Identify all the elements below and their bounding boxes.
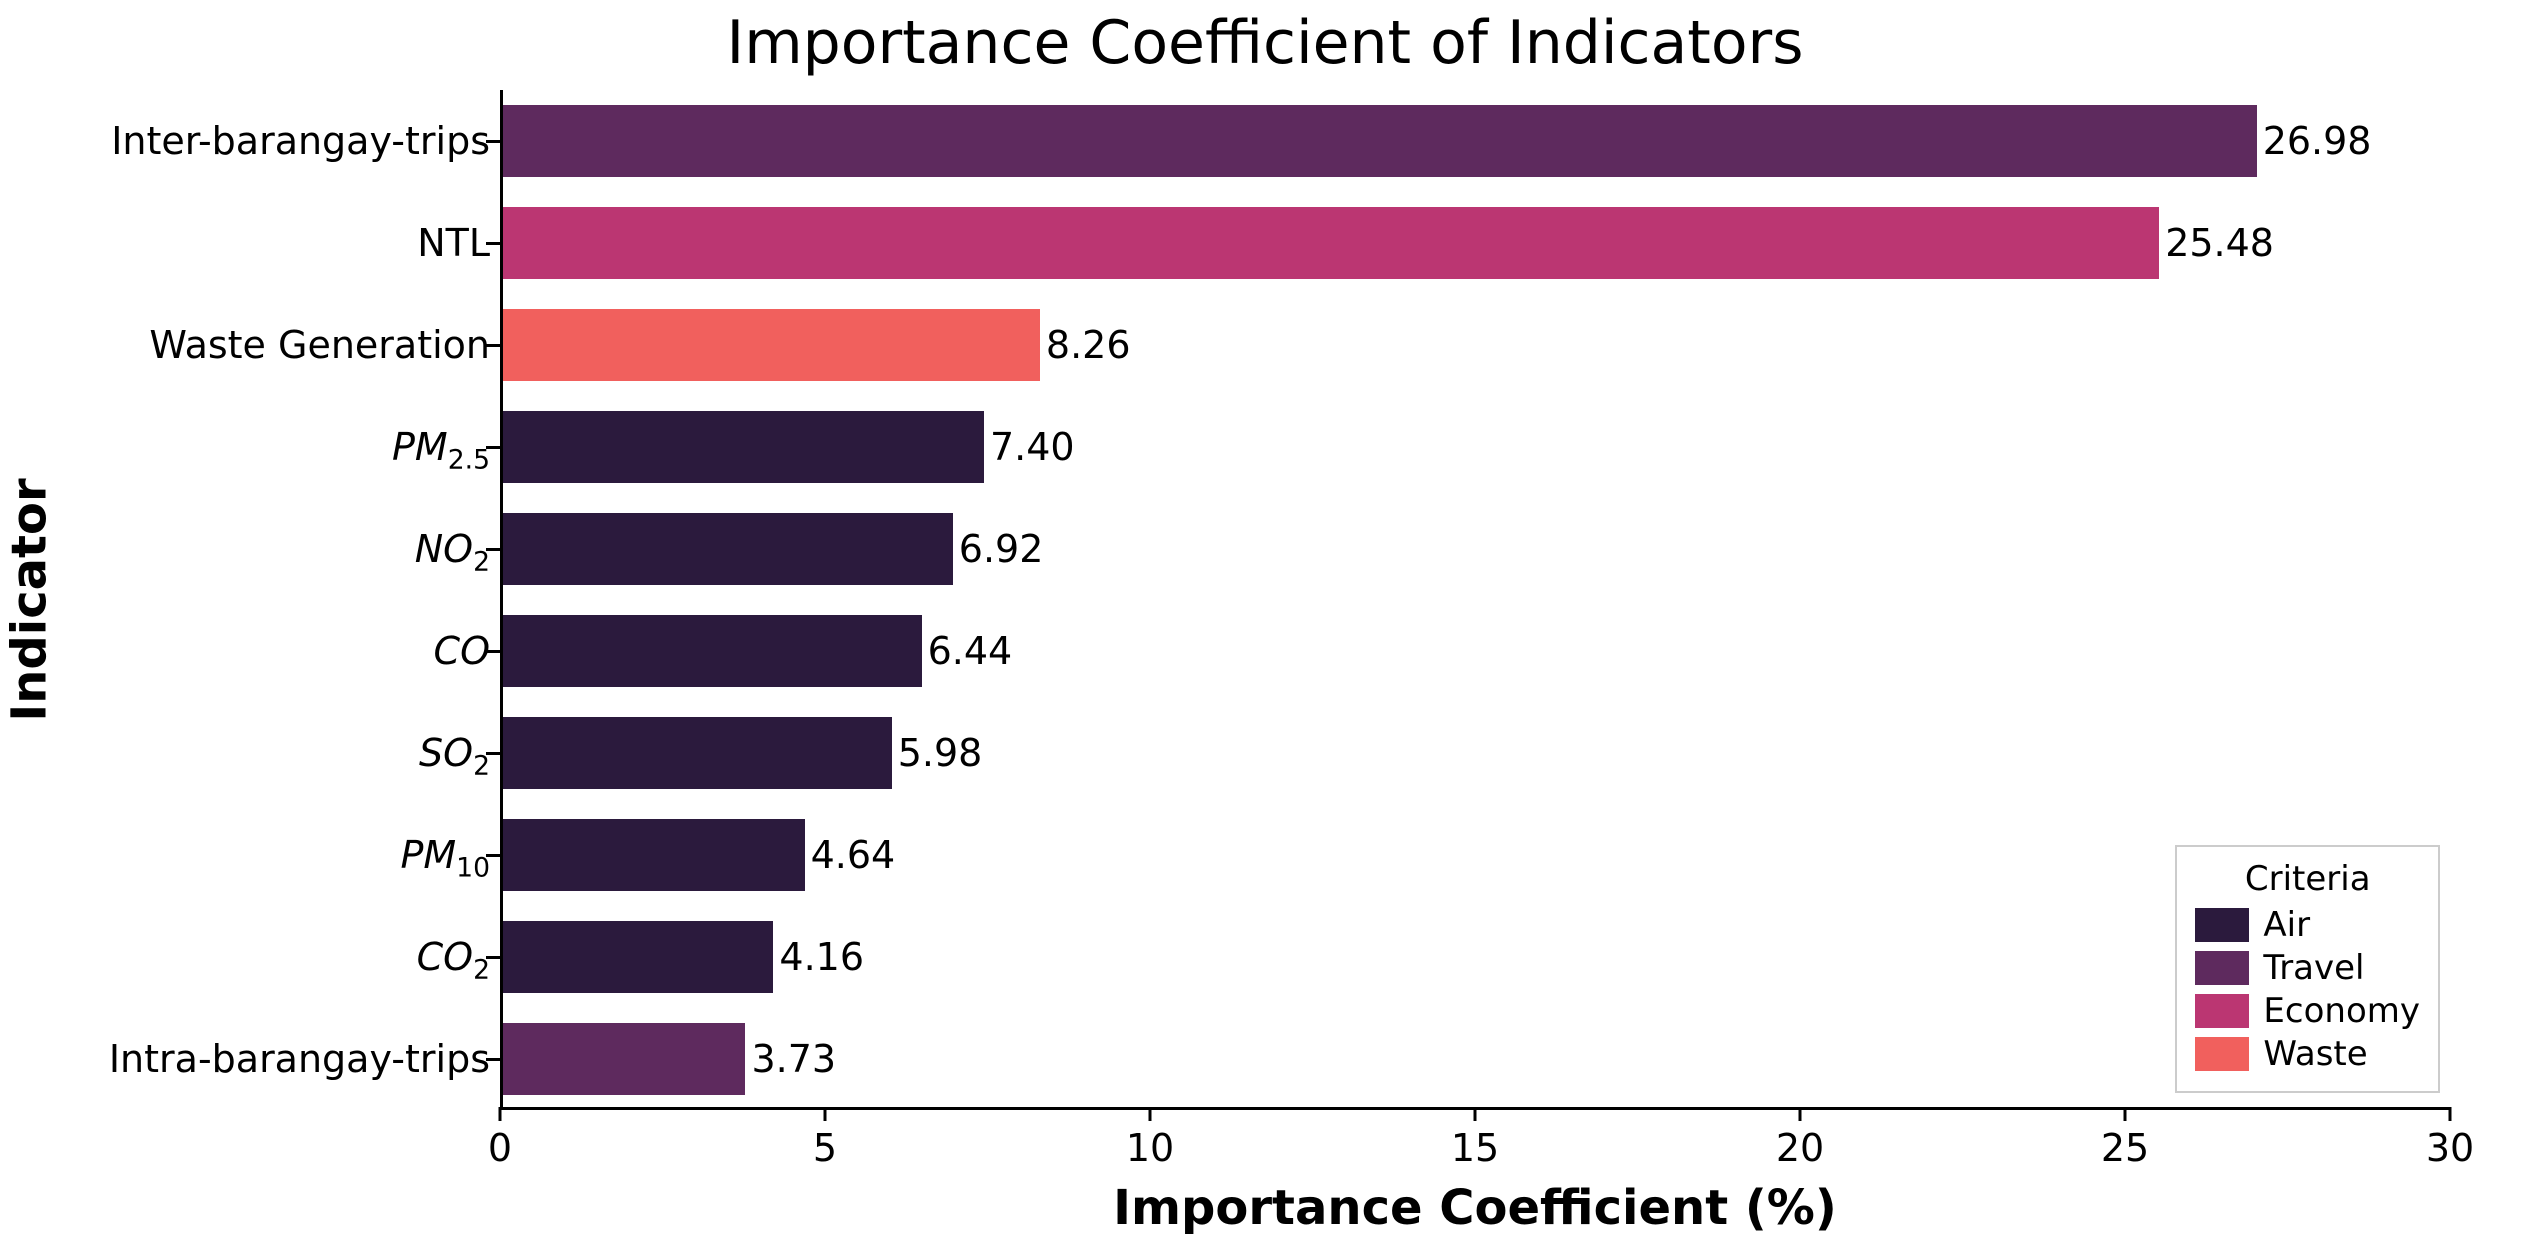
x-tick-label: 0 (488, 1126, 512, 1170)
y-tick-label: Waste Generation (149, 310, 490, 380)
x-tick-mark (1474, 1107, 1477, 1121)
bar-value-label: 3.73 (751, 1037, 836, 1081)
y-tick-mark (486, 1058, 500, 1061)
legend: Criteria AirTravelEconomyWaste (2175, 845, 2440, 1093)
y-tick-label: NTL (417, 208, 490, 278)
bar-value-label: 8.26 (1046, 323, 1131, 367)
y-tick-mark (486, 752, 500, 755)
bar (503, 411, 984, 482)
bar-row: 6.44 (503, 615, 1012, 686)
bar-row: 25.48 (503, 207, 2274, 278)
x-tick-mark (1149, 1107, 1152, 1121)
x-tick-label: 15 (1451, 1126, 1499, 1170)
legend-swatch (2195, 1037, 2249, 1071)
bar-value-label: 6.92 (959, 527, 1044, 571)
bar-row: 4.16 (503, 921, 864, 992)
bar-row: 7.40 (503, 411, 1075, 482)
figure: Importance Coefficient of Indicators Ind… (0, 0, 2530, 1253)
y-tick-mark (486, 650, 500, 653)
legend-item: Waste (2195, 1034, 2420, 1074)
x-tick-mark (2449, 1107, 2452, 1121)
bar-row: 4.64 (503, 819, 895, 890)
x-tick-label: 25 (2101, 1126, 2149, 1170)
legend-swatch (2195, 908, 2249, 942)
y-tick-mark (486, 956, 500, 959)
x-tick-label: 10 (1126, 1126, 1174, 1170)
bar-value-label: 7.40 (990, 425, 1075, 469)
bar-value-label: 6.44 (928, 629, 1013, 673)
legend-label: Air (2263, 905, 2310, 945)
bar (503, 921, 773, 992)
x-tick-mark (499, 1107, 502, 1121)
y-tick-label: PM2.5 (392, 412, 490, 482)
legend-item: Air (2195, 905, 2420, 945)
y-tick-label: CO (434, 616, 490, 686)
y-tick-mark (486, 548, 500, 551)
y-tick-label: Inter-barangay-trips (111, 106, 490, 176)
x-axis-label: Importance Coefficient (%) (500, 1180, 2450, 1236)
legend-label: Travel (2263, 948, 2364, 988)
bar-value-label: 26.98 (2263, 119, 2372, 163)
bar-row: 3.73 (503, 1023, 836, 1094)
bar (503, 207, 2159, 278)
bar-row: 8.26 (503, 309, 1131, 380)
bar (503, 615, 922, 686)
y-tick-mark (486, 140, 500, 143)
bar-value-label: 25.48 (2165, 221, 2274, 265)
bar-value-label: 4.16 (779, 935, 864, 979)
bar-row: 5.98 (503, 717, 982, 788)
legend-label: Waste (2263, 1034, 2367, 1074)
x-tick-label: 5 (813, 1126, 837, 1170)
x-tick-group: 051015202530 (500, 1110, 2450, 1180)
y-tick-mark (486, 344, 500, 347)
legend-item: Travel (2195, 948, 2420, 988)
legend-item: Economy (2195, 991, 2420, 1031)
plot-area: 26.98 25.48 8.26 7.40 6.92 6.44 5.98 4.64 4.16 3.… (500, 90, 2450, 1110)
x-tick-label: 20 (1776, 1126, 1824, 1170)
bar (503, 105, 2257, 176)
y-tick-label: Intra-barangay-trips (109, 1024, 490, 1094)
legend-swatch (2195, 994, 2249, 1028)
x-tick-mark (2124, 1107, 2127, 1121)
chart-title: Importance Coefficient of Indicators (0, 8, 2530, 78)
y-tick-label: NO2 (415, 514, 490, 584)
x-tick-label: 30 (2426, 1126, 2474, 1170)
bar (503, 309, 1040, 380)
y-axis-label: Indicator (0, 90, 70, 1110)
bar-row: 6.92 (503, 513, 1043, 584)
y-tick-mark (486, 242, 500, 245)
x-tick-mark (824, 1107, 827, 1121)
y-tick-label: CO2 (417, 922, 490, 992)
bar (503, 717, 892, 788)
y-tick-label: SO2 (419, 718, 490, 788)
y-tick-mark (486, 854, 500, 857)
y-tick-mark (486, 446, 500, 449)
bar-value-label: 4.64 (811, 833, 896, 877)
legend-title: Criteria (2195, 859, 2420, 899)
bar-row: 26.98 (503, 105, 2371, 176)
bar-value-label: 5.98 (898, 731, 983, 775)
bar (503, 1023, 745, 1094)
legend-label: Economy (2263, 991, 2420, 1031)
bar (503, 513, 953, 584)
legend-swatch (2195, 951, 2249, 985)
bar (503, 819, 805, 890)
x-tick-mark (1799, 1107, 1802, 1121)
y-tick-label: PM10 (400, 820, 490, 890)
